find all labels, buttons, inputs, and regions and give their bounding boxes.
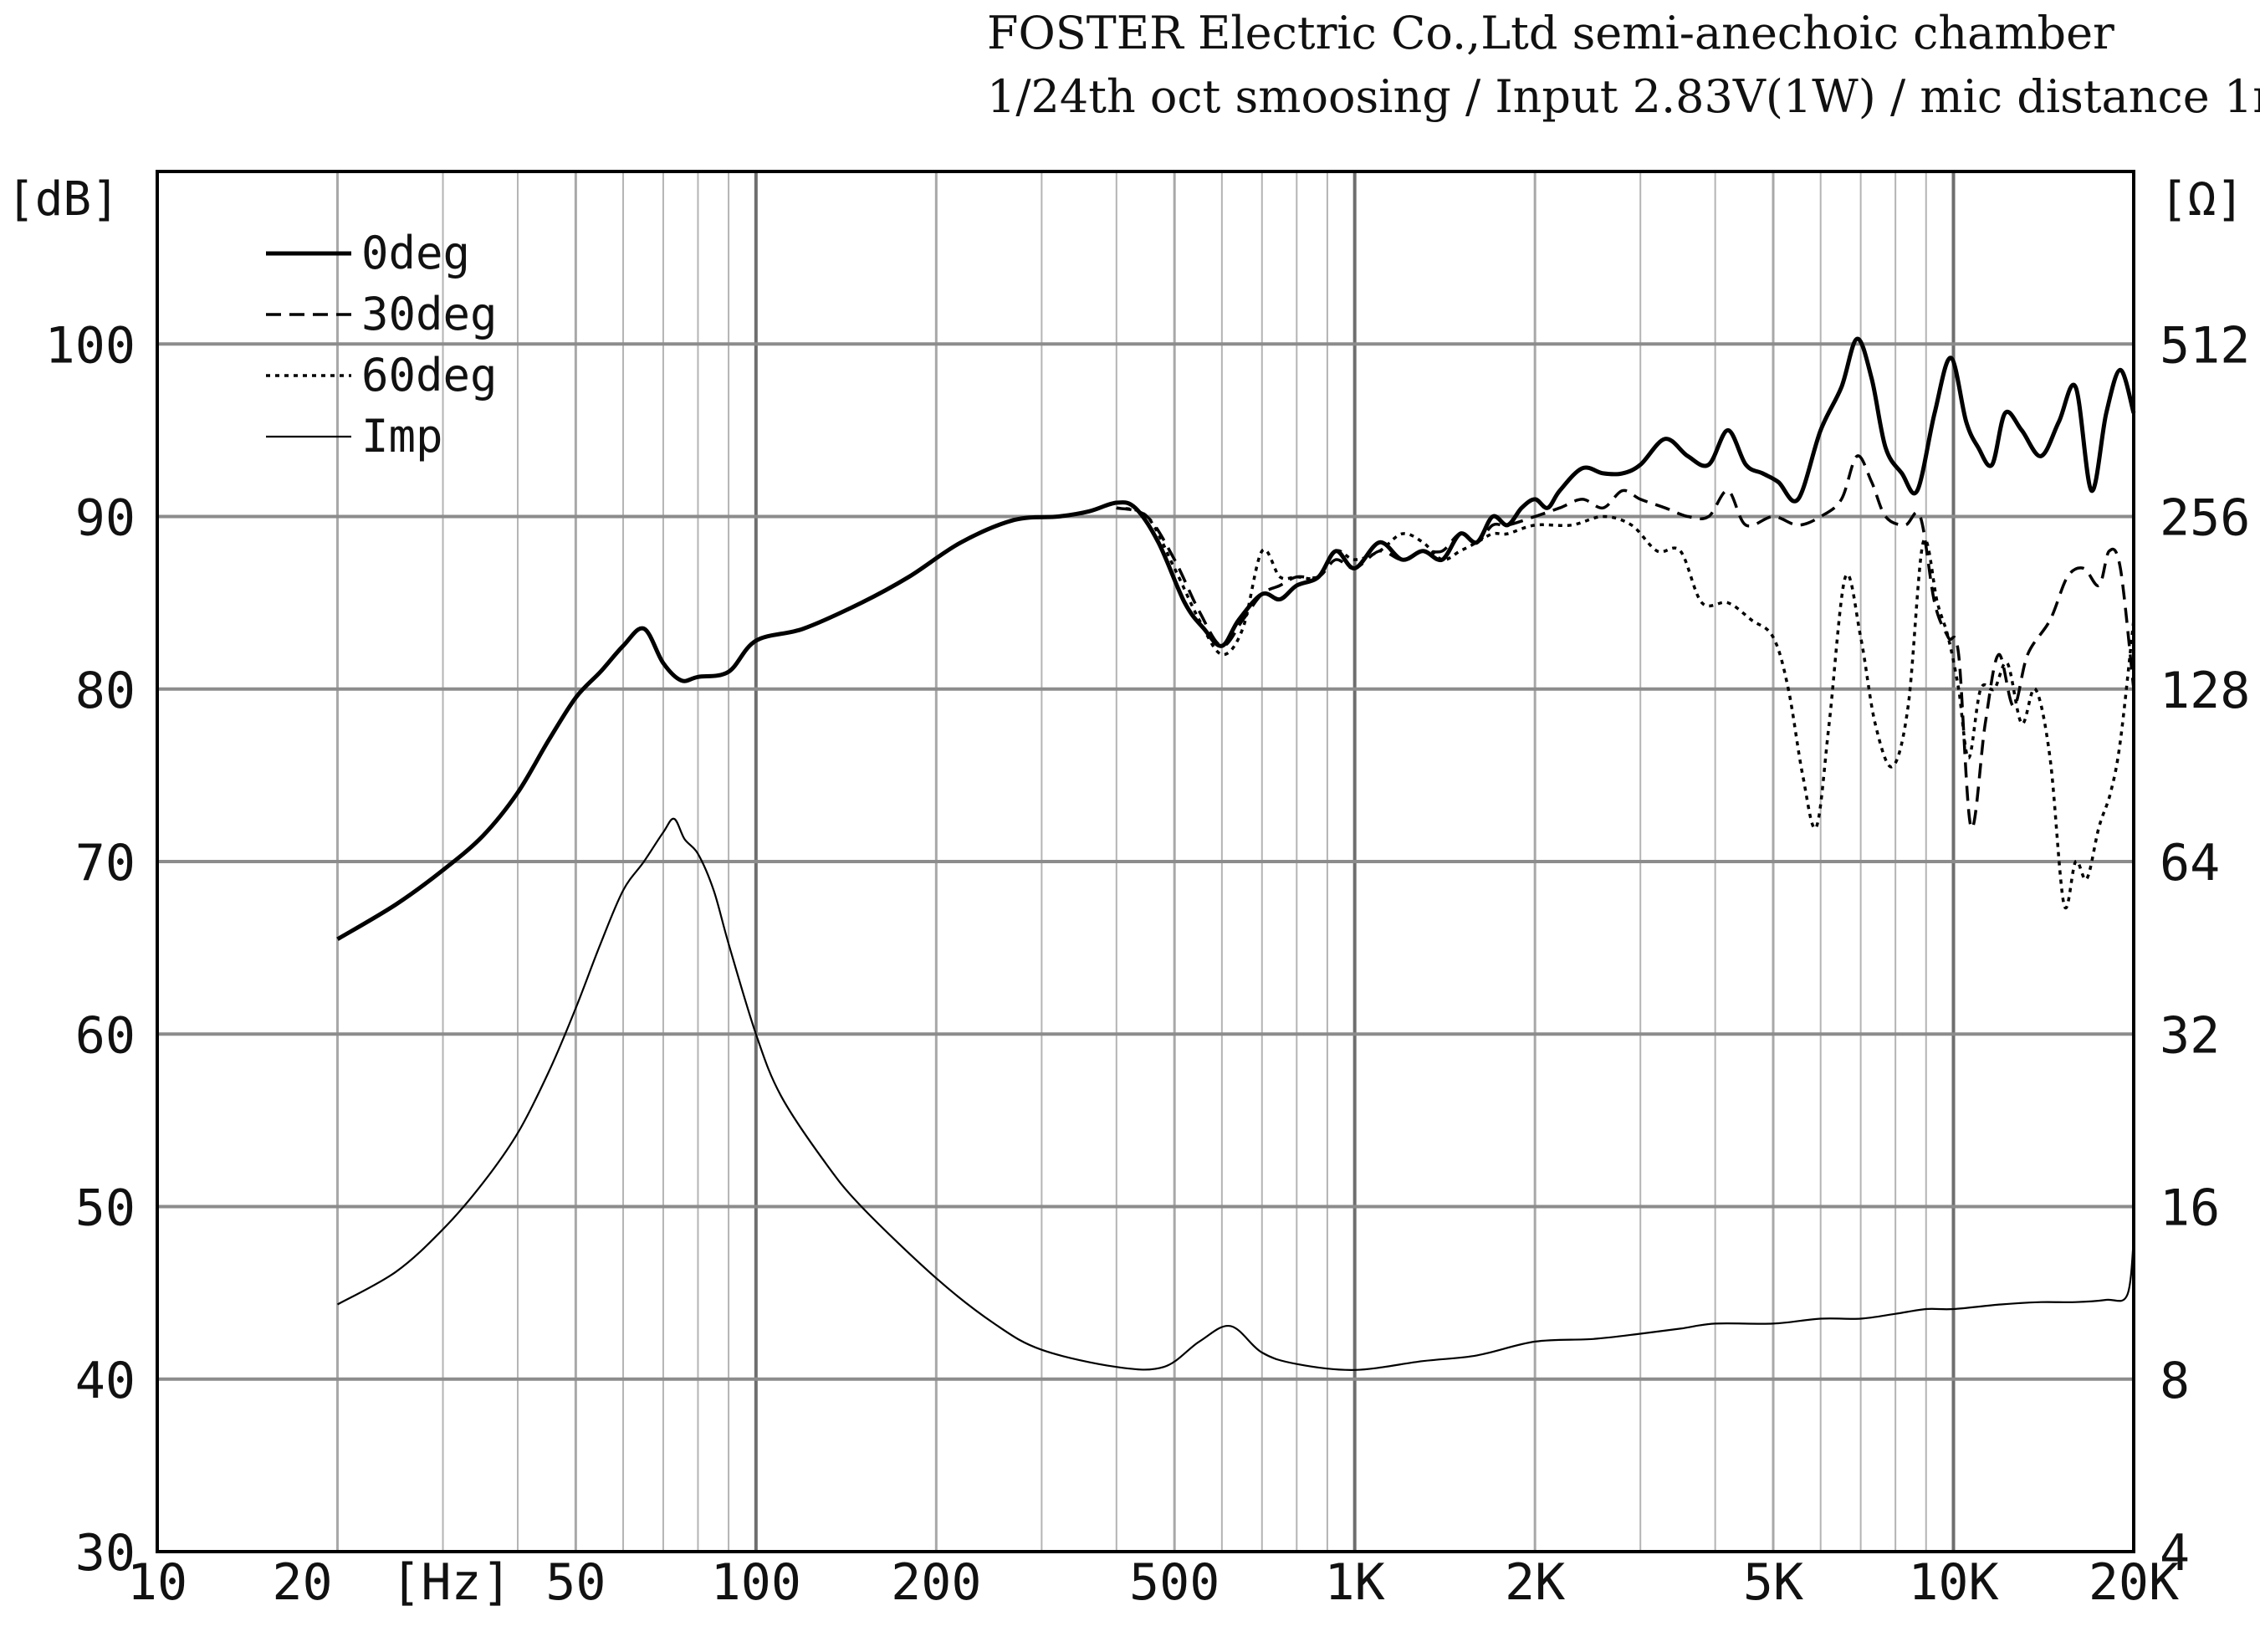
y-left-tick: 50 [75, 1179, 135, 1238]
y-right-tick: 16 [2160, 1179, 2220, 1238]
y-left-tick: 40 [75, 1352, 135, 1410]
y-left-tick: 80 [75, 662, 135, 720]
left-axis-labels: 30 40 50 60 70 80 90 100 [45, 316, 135, 1583]
x-tick: 20 [272, 1553, 332, 1612]
x-tick: [Hz] [391, 1553, 512, 1612]
legend-label: 30deg [361, 288, 498, 340]
series-Imp [336, 817, 2135, 1371]
series-lines [336, 336, 2136, 1371]
right-axis-unit: [Ω] [2160, 172, 2244, 227]
y-left-tick: 70 [75, 834, 135, 892]
x-tick: 100 [711, 1553, 801, 1612]
y-left-tick: 100 [45, 316, 135, 375]
x-axis-labels: 10 20 [Hz] 50 100 200 500 1K 2K 5K 10K 20K [127, 1553, 2179, 1612]
plot-frame [156, 170, 2135, 1553]
y-right-tick: 4 [2160, 1524, 2190, 1583]
y-right-tick: 512 [2160, 316, 2250, 375]
series-30deg [1116, 454, 2135, 830]
y-left-tick: 60 [75, 1006, 135, 1065]
y-right-tick: 32 [2160, 1006, 2220, 1065]
legend-label: 0deg [361, 227, 470, 279]
y-right-tick: 8 [2160, 1352, 2190, 1410]
chart-header-line1: FOSTER Electric Co.,Ltd semi-anechoic ch… [987, 7, 2114, 59]
legend: 0deg 30deg 60deg Imp [266, 227, 498, 463]
legend-label: Imp [361, 410, 443, 463]
y-right-tick: 256 [2160, 489, 2250, 548]
chart-header-line2: 1/24th oct smoosing / Input 2.83V(1W) / … [987, 70, 2260, 123]
x-tick: 10 [127, 1553, 187, 1612]
x-tick: 2K [1505, 1553, 1565, 1612]
series-60deg [1116, 506, 2135, 910]
legend-label: 60deg [361, 349, 498, 401]
right-axis-labels: 4 8 16 32 64 128 256 512 [2160, 316, 2250, 1583]
x-tick: 10K [1908, 1553, 1998, 1612]
x-tick: 200 [891, 1553, 981, 1612]
left-axis-unit: [dB] [7, 172, 120, 227]
x-tick: 500 [1129, 1553, 1219, 1612]
series-0deg [336, 336, 2136, 941]
major-gridlines [157, 171, 2134, 1552]
y-left-tick: 30 [75, 1524, 135, 1583]
y-right-tick: 128 [2160, 662, 2250, 720]
y-right-tick: 64 [2160, 834, 2220, 892]
y-left-tick: 90 [75, 489, 135, 548]
x-tick: 5K [1743, 1553, 1803, 1612]
x-tick: 1K [1325, 1553, 1385, 1612]
x-tick: 20K [2089, 1553, 2179, 1612]
x-tick: 50 [545, 1553, 606, 1612]
